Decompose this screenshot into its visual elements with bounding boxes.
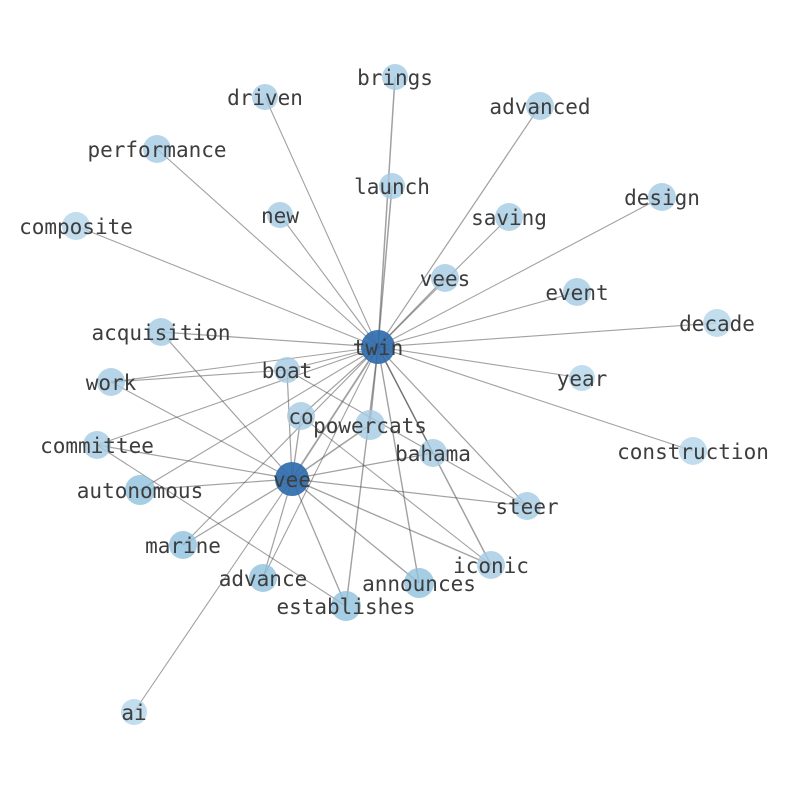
- graph-edge-twin-decade: [377, 322, 718, 348]
- graph-edge-twin-advance: [262, 346, 379, 579]
- graph-edge-twin-acquisition: [160, 331, 379, 348]
- graph-edge-vee-ai: [133, 478, 293, 713]
- graph-node-vees: [431, 264, 459, 292]
- graph-edge-vee-committee: [96, 444, 293, 480]
- edges-layer: [75, 76, 718, 713]
- graph-node-steer: [513, 492, 541, 520]
- graph-node-brings: [382, 64, 408, 90]
- graph-node-design: [648, 183, 676, 211]
- graph-edge-twin-launch: [377, 185, 393, 348]
- graph-edge-twin-design: [377, 196, 663, 348]
- graph-edge-twin-vee: [291, 346, 379, 480]
- graph-edge-co-iconic: [300, 415, 492, 566]
- graph-edge-twin-committee: [96, 346, 379, 446]
- graph-edge-twin-new: [279, 214, 379, 348]
- graph-edge-vee-work: [110, 381, 293, 480]
- graph-edge-boat-bahama: [286, 369, 434, 454]
- graph-node-launch: [379, 173, 405, 199]
- graph-edge-work-boat: [110, 369, 288, 383]
- graph-edge-twin-announces: [377, 346, 420, 584]
- graph-node-saving: [495, 203, 523, 231]
- graph-edge-vee-marine: [182, 478, 293, 546]
- graph-node-ai: [121, 699, 147, 725]
- graph-node-event: [563, 278, 591, 306]
- graph-edge-vee-boat: [286, 369, 293, 480]
- graph-node-new: [267, 202, 293, 228]
- graph-node-year: [569, 365, 595, 391]
- graph-edge-twin-brings: [377, 76, 396, 348]
- graph-node-driven: [252, 84, 278, 110]
- graph-node-powercats: [355, 410, 385, 440]
- graph-node-co: [287, 402, 315, 430]
- graph-node-work: [97, 368, 125, 396]
- graph-edge-vee-autonomous: [139, 478, 293, 491]
- graph-edge-twin-year: [377, 346, 583, 379]
- graph-edge-vee-iconic: [291, 478, 492, 566]
- graph-edge-vee-advance: [262, 478, 293, 579]
- graph-node-bahama: [419, 439, 447, 467]
- graph-node-advance: [249, 564, 277, 592]
- graph-edge-twin-autonomous: [139, 346, 379, 491]
- graph-edge-twin-co: [300, 346, 379, 417]
- graph-edge-twin-event: [377, 291, 578, 348]
- graph-edge-vee-establishes: [291, 478, 347, 607]
- graph-edge-bahama-steer: [432, 452, 528, 507]
- graph-node-decade: [703, 309, 731, 337]
- graph-node-committee: [83, 431, 111, 459]
- graph-node-advanced: [526, 92, 554, 120]
- graph-edge-twin-driven: [264, 96, 379, 348]
- graph-edge-vee-bahama: [291, 452, 434, 480]
- graph-edge-twin-establishes: [345, 346, 379, 607]
- nodes-layer: [62, 64, 731, 725]
- graph-edge-twin-advanced: [377, 105, 541, 348]
- graph-edge-vee-announces: [291, 478, 420, 584]
- graph-node-establishes: [331, 591, 361, 621]
- graph-node-marine: [169, 531, 197, 559]
- graph-node-autonomous: [125, 475, 155, 505]
- graph-node-announces: [404, 568, 434, 598]
- graph-edge-twin-steer: [377, 346, 528, 507]
- graph-edge-twin-performance: [156, 148, 379, 348]
- graph-edge-vee-steer: [291, 478, 528, 507]
- graph-edge-twin-construction: [377, 346, 694, 452]
- graph-node-vee: [275, 462, 309, 496]
- graph-edge-twin-work: [110, 346, 379, 383]
- graph-node-iconic: [477, 551, 505, 579]
- graph-edge-committee-establishes: [96, 444, 347, 607]
- graph-node-twin: [361, 330, 395, 364]
- graph-edge-vee-acquisition: [160, 331, 293, 480]
- graph-edge-twin-composite: [75, 225, 379, 348]
- graph-node-boat: [274, 357, 300, 383]
- graph-node-performance: [143, 135, 171, 163]
- graph-node-acquisition: [147, 318, 175, 346]
- graph-edge-twin-marine: [182, 346, 379, 546]
- graph-node-construction: [679, 437, 707, 465]
- graph-node-composite: [62, 212, 90, 240]
